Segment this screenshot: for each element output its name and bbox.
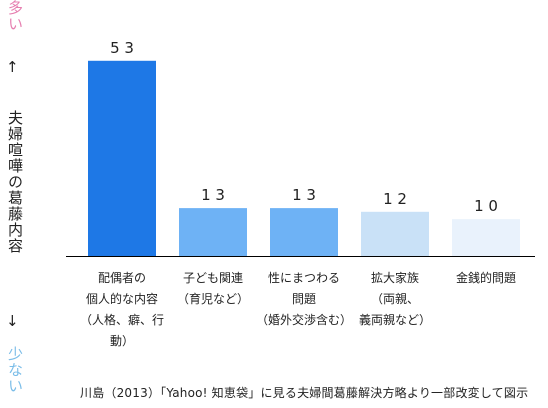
category-label-line: 子ども関連 (182, 271, 243, 285)
value-label-5: 1 0 (474, 197, 498, 215)
bar-4 (361, 211, 429, 256)
category-label-line: （婚外交渉含む） (255, 313, 352, 327)
value-label-4: 1 2 (383, 190, 407, 208)
category-label-4: 拡大家族 （両親、義両親など） (345, 268, 445, 331)
less-label: 少ない (6, 346, 24, 394)
category-label-3: 性にまつわる 問題 （婚外交渉含む） (254, 268, 354, 331)
value-label-2: 1 3 (201, 186, 225, 204)
source-note: 川島（2013）「Yahoo! 知恵袋」に見る夫婦間葛藤解決方略より一部改変して… (80, 386, 529, 400)
down-arrow-icon: ↓ (6, 312, 19, 330)
category-label-line: 拡大家族 (370, 271, 419, 285)
bar-2 (179, 208, 247, 256)
category-label-line: （育児など） (176, 292, 249, 306)
category-label-line: 問題 (291, 292, 316, 306)
category-label-line: 金銭的問題 (455, 271, 516, 285)
bar-1 (88, 60, 156, 257)
category-label-line: （両親、 (370, 292, 419, 306)
category-label-line: 配偶者の (97, 271, 146, 285)
more-label: 多い (6, 0, 24, 32)
value-label-3: 1 3 (292, 186, 316, 204)
bar-3 (270, 208, 338, 256)
up-arrow-icon: ↑ (6, 58, 19, 76)
category-label-2: 子ども関連 （育児など） (163, 268, 263, 310)
category-label-1: 配偶者の個人的な内容 （人格、癖、行動） (72, 268, 172, 352)
category-label-line: 性にまつわる (267, 271, 340, 285)
category-label-line: 個人的な内容 (85, 292, 158, 306)
category-label-line: （人格、癖、行動） (79, 313, 164, 348)
bar-5 (452, 219, 520, 256)
category-label-line: 義両親など） (358, 313, 431, 327)
category-label-5: 金銭的問題 (436, 268, 536, 289)
value-label-1: 5 3 (110, 39, 134, 57)
y-axis-title: 夫婦喧嘩の葛藤内容 (6, 110, 24, 254)
